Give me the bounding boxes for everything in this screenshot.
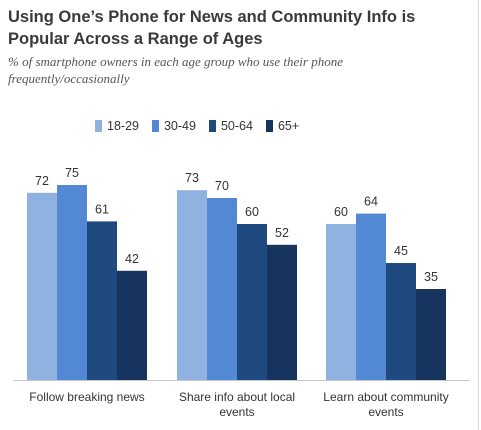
data-label: 64 xyxy=(364,195,378,209)
bar xyxy=(207,198,237,380)
category-label: events xyxy=(368,405,403,419)
legend-item: 50-64 xyxy=(208,119,253,133)
legend-label: 65+ xyxy=(277,119,300,133)
legend-item: 18-29 xyxy=(95,119,139,133)
chart-subtitle: % of smartphone owners in each age group… xyxy=(8,53,474,87)
bar xyxy=(237,224,267,380)
data-label: 72 xyxy=(35,174,49,188)
legend-swatch xyxy=(265,120,273,132)
category-label: Learn about community xyxy=(323,390,448,404)
bar xyxy=(57,185,87,380)
bar xyxy=(356,213,386,380)
bar-group: 72 75 61 42 xyxy=(27,166,147,380)
bar xyxy=(27,192,57,380)
chart-subtitle-line-1: % of smartphone owners in each age group… xyxy=(8,54,343,69)
legend-label: 18-29 xyxy=(107,119,139,133)
legend-label: 30-49 xyxy=(163,119,196,133)
data-label: 73 xyxy=(185,171,199,185)
chart-title-line-2: Popular Across a Range of Ages xyxy=(8,30,263,48)
data-label: 42 xyxy=(125,252,139,266)
bar xyxy=(117,270,147,380)
bar xyxy=(87,221,117,380)
data-label: 70 xyxy=(215,179,229,193)
data-label: 52 xyxy=(275,226,289,240)
data-label: 35 xyxy=(424,270,438,284)
chart-title-line-1: Using One’s Phone for News and Community… xyxy=(8,8,416,26)
chart-subtitle-line-2: frequently/occasionally xyxy=(8,71,130,86)
data-label: 45 xyxy=(394,244,408,258)
legend-swatch xyxy=(95,120,102,132)
data-label: 60 xyxy=(334,205,348,219)
frame-border xyxy=(478,0,479,430)
legend-item: 30-49 xyxy=(151,119,196,133)
bar xyxy=(326,224,356,380)
category-label: Follow breaking news xyxy=(29,390,144,404)
bar xyxy=(267,244,297,380)
legend-label: 50-64 xyxy=(220,119,253,133)
data-label: 61 xyxy=(95,202,109,216)
bar-group: 60 64 45 35 xyxy=(326,195,446,380)
chart-legend: 18-29 30-49 50-64 65+ xyxy=(95,118,312,134)
legend-swatch xyxy=(208,120,216,132)
category-label: Share info about local xyxy=(179,390,295,404)
bar-group: 73 70 60 52 xyxy=(177,171,297,380)
data-label: 60 xyxy=(245,205,259,219)
legend-swatch xyxy=(151,120,159,132)
bar xyxy=(177,190,207,380)
chart-title: Using One’s Phone for News and Community… xyxy=(8,6,474,50)
bar xyxy=(386,263,416,380)
data-label: 75 xyxy=(65,166,79,180)
bar xyxy=(416,289,446,380)
category-label: events xyxy=(219,405,254,419)
legend-item: 65+ xyxy=(265,119,300,133)
